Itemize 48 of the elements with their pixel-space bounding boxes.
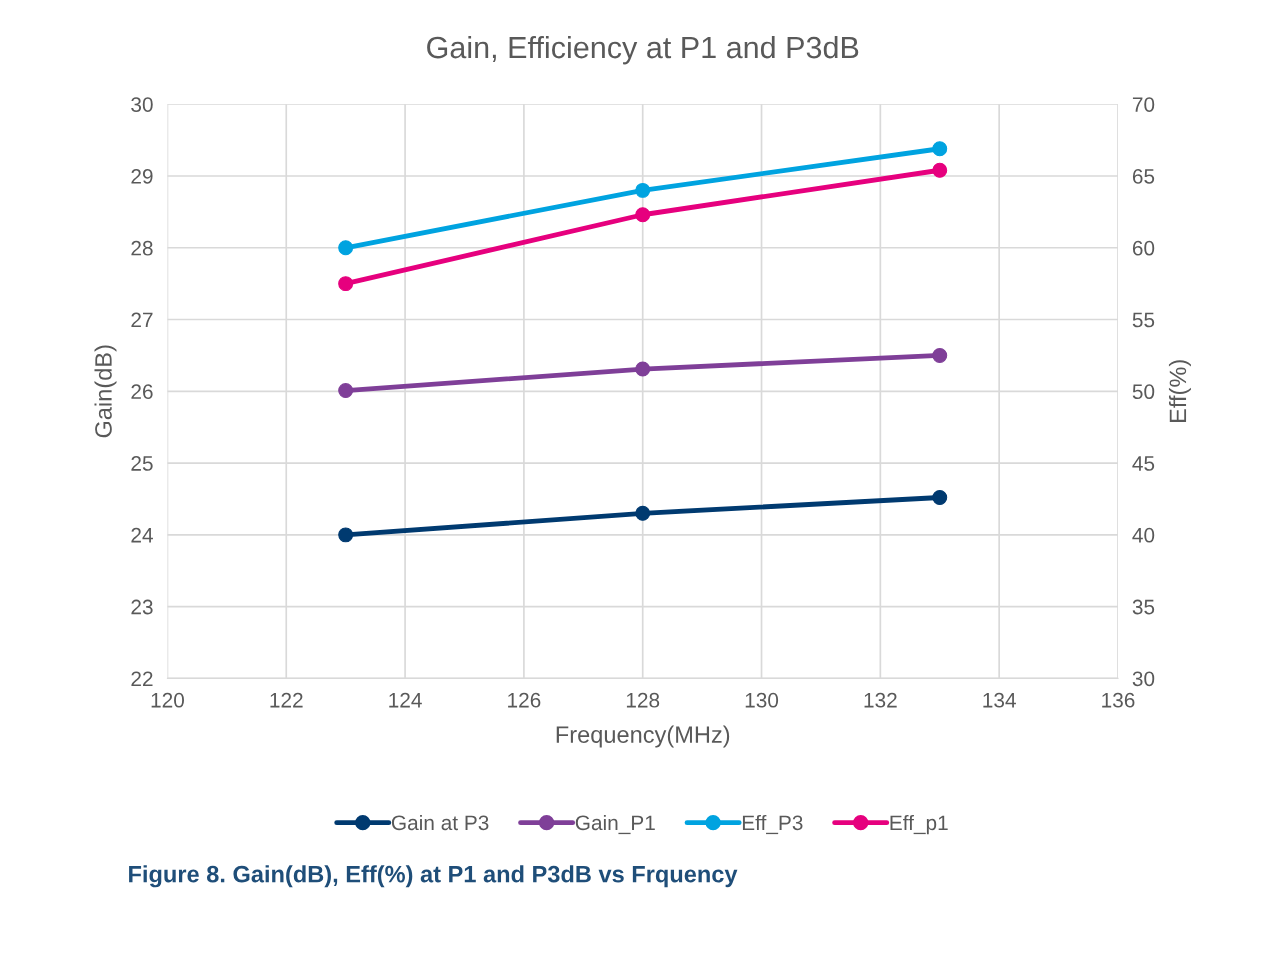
point <box>338 527 354 543</box>
y2-tick-label: 55 <box>1132 312 1155 328</box>
x-axis-title: Frequency(MHz) <box>556 725 730 748</box>
x-tick-label: 132 <box>864 692 897 708</box>
y2-tick-label: 65 <box>1132 168 1155 184</box>
point <box>635 182 651 198</box>
caption: Figure 8. Gain(dB), Eff(%) at P1 and P3dB vs Frquency <box>129 865 738 888</box>
y-tick-label: 23 <box>131 599 153 615</box>
y2-tick-label: 40 <box>1132 527 1155 543</box>
y2-tick-label: 70 <box>1132 97 1155 112</box>
legend-label: Eff_p1 <box>890 814 948 835</box>
legend-label: Gain at P3 <box>391 814 489 831</box>
y2-tick-label: 60 <box>1132 240 1155 256</box>
point <box>635 505 651 521</box>
y-tick-label: 27 <box>131 312 153 328</box>
y2-axis-title: Eff(%) <box>1168 360 1191 422</box>
point <box>635 361 651 377</box>
y-tick-label: 22 <box>131 671 153 686</box>
y-tick-label: 30 <box>131 97 153 112</box>
point <box>338 383 354 399</box>
y2-tick-label: 50 <box>1132 384 1155 400</box>
x-tick-label: 128 <box>626 692 660 708</box>
y2-tick-label: 35 <box>1132 599 1155 615</box>
point <box>635 207 651 223</box>
chart-title: Gain, Efficiency at P1 and P3dB <box>427 35 859 65</box>
point <box>932 162 948 178</box>
y-tick-label: 24 <box>131 527 153 543</box>
x-tick-label: 120 <box>151 692 185 708</box>
legend-label: Gain_P1 <box>575 814 655 835</box>
y-tick-label: 26 <box>131 384 153 400</box>
y-tick-label: 25 <box>131 456 153 471</box>
y-tick-label: 29 <box>131 168 153 184</box>
y2-tick-label: 45 <box>1132 456 1155 471</box>
x-tick-label: 124 <box>389 692 422 708</box>
point <box>932 490 948 505</box>
point <box>338 240 354 256</box>
x-tick-label: 134 <box>983 692 1016 708</box>
point <box>338 276 354 292</box>
point <box>932 347 948 363</box>
legend-label: Eff_P3 <box>742 814 803 835</box>
x-tick-label: 130 <box>745 692 779 708</box>
y-axis-title: Gain(dB) <box>94 345 117 438</box>
y-tick-label: 28 <box>131 240 153 256</box>
x-tick-label: 126 <box>508 692 541 708</box>
y2-tick-label: 30 <box>1132 671 1155 687</box>
x-tick-label: 122 <box>270 692 303 708</box>
x-tick-label: 136 <box>1102 692 1135 708</box>
point <box>932 141 948 157</box>
